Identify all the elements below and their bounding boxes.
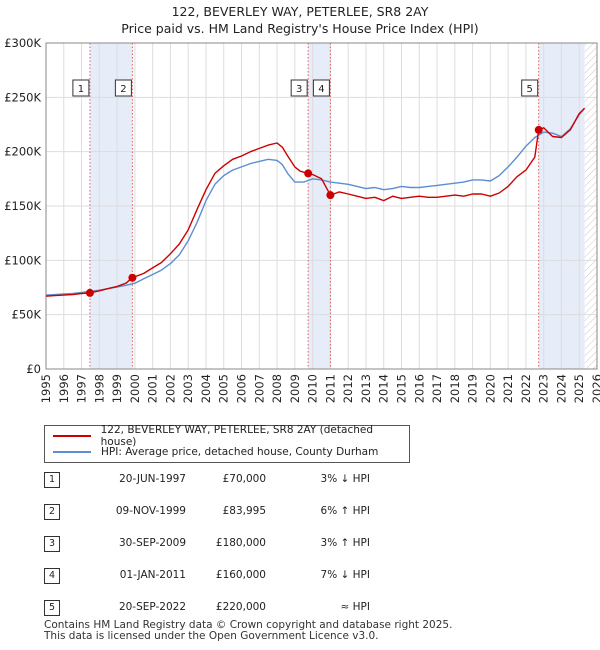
x-tick-label: 2014: [377, 374, 391, 403]
x-tick-label: 2024: [554, 374, 568, 403]
sale-point: [326, 191, 335, 200]
sale-point: [128, 273, 137, 282]
sale-point: [534, 125, 543, 134]
x-tick-label: 2026: [590, 374, 600, 403]
x-tick-label: 2022: [519, 374, 533, 403]
footer-licence: This data is licensed under the Open Gov…: [44, 630, 379, 642]
x-tick-label: 2023: [537, 374, 551, 403]
x-tick-label: 2013: [359, 374, 373, 403]
sale-number: 2: [44, 504, 60, 520]
sale-number-label: 2: [120, 84, 126, 95]
x-tick-label: 1997: [75, 374, 89, 403]
sale-date: 09-NOV-1999: [115, 505, 186, 517]
sale-price: £83,995: [222, 505, 266, 517]
sale-number-box: [312, 79, 330, 97]
legend-swatch-property: [53, 435, 91, 437]
x-tick-label: 2017: [430, 374, 444, 403]
sale-number: 3: [44, 536, 60, 552]
sale-hpi-relation: 7% ↓ HPI: [320, 569, 370, 581]
chart-subtitle: Price paid vs. HM Land Registry's House …: [121, 21, 479, 36]
sale-number: 1: [44, 472, 60, 488]
y-tick-label: £100K: [4, 253, 41, 267]
x-tick-label: 2002: [163, 374, 177, 403]
x-tick-label: 2003: [181, 374, 195, 403]
x-tick-label: 2011: [323, 374, 337, 403]
x-tick-label: 2010: [306, 374, 320, 403]
y-tick-label: £300K: [4, 36, 41, 50]
legend-swatch-hpi: [53, 451, 91, 453]
sale-number-box: [290, 79, 308, 97]
sale-date: 20-JUN-1997: [119, 473, 186, 485]
sale-point: [85, 288, 94, 297]
hpi-line: [45, 107, 586, 296]
sale-date: 20-SEP-2022: [118, 601, 186, 613]
x-tick-label: 1995: [39, 374, 53, 403]
sale-number-box: [72, 79, 90, 97]
x-tick-label: 2019: [466, 374, 480, 403]
legend-label-property: 122, BEVERLEY WAY, PETERLEE, SR8 2AY (de…: [100, 424, 373, 448]
x-tick-label: 2004: [199, 374, 213, 403]
x-tick-label: 2021: [501, 374, 515, 403]
x-tick-label: 2001: [146, 374, 160, 403]
sale-number-label: 5: [527, 84, 533, 95]
sale-number-label: 3: [296, 84, 302, 95]
x-tick-label: 2016: [412, 374, 426, 403]
x-tick-label: 2005: [217, 374, 231, 403]
legend-item-hpi: HPI: Average price, detached house, Coun…: [53, 444, 378, 460]
sale-row: 4 01-JAN-2011 £160,000 7% ↓ HPI: [0, 566, 600, 586]
sale-number: 5: [44, 600, 60, 616]
sale-price: £180,000: [215, 537, 266, 549]
property-price-line: [45, 107, 586, 297]
x-tick-label: 2006: [235, 374, 249, 403]
sale-hpi-relation: 3% ↓ HPI: [320, 473, 370, 485]
y-tick-label: £50K: [12, 308, 42, 322]
x-tick-label: 2018: [448, 374, 462, 403]
sale-date: 30-SEP-2009: [118, 537, 186, 549]
sale-hpi-relation: 6% ↑ HPI: [320, 505, 370, 517]
x-tick-label: 1996: [57, 374, 71, 403]
x-tick-label: 2008: [270, 374, 284, 403]
legend: 122, BEVERLEY WAY, PETERLEE, SR8 2AY (de…: [44, 424, 410, 463]
y-tick-label: £250K: [4, 90, 41, 104]
legend-label-hpi: HPI: Average price, detached house, Coun…: [101, 446, 379, 458]
sale-hpi-relation: ≈ HPI: [340, 601, 370, 613]
chart-title: 122, BEVERLEY WAY, PETERLEE, SR8 2AY: [171, 4, 429, 19]
sale-number-box: [114, 79, 132, 97]
sale-row: 3 30-SEP-2009 £180,000 3% ↑ HPI: [0, 534, 600, 554]
sale-number: 4: [44, 568, 60, 584]
x-tick-label: 1998: [92, 374, 106, 403]
sale-number-label: 4: [318, 84, 324, 95]
x-tick-label: 2007: [252, 374, 266, 403]
sale-date: 01-JAN-2011: [119, 569, 186, 581]
legend-item-property: 122, BEVERLEY WAY, PETERLEE, SR8 2AY (de…: [53, 424, 409, 448]
y-tick-label: £150K: [4, 199, 41, 213]
sale-price: £160,000: [215, 569, 266, 581]
sale-row: 1 20-JUN-1997 £70,000 3% ↓ HPI: [0, 470, 600, 490]
y-tick-label: £0: [26, 362, 41, 376]
price-chart: £0 £50K £100K £150K £200K £250K £300K 1995 1996 1…: [4, 36, 600, 403]
x-tick-label: 2000: [128, 374, 142, 403]
sale-number-label: 1: [78, 84, 84, 95]
x-tick-label: 1999: [110, 374, 124, 403]
footer-copyright: Contains HM Land Registry data © Crown c…: [44, 619, 453, 631]
sale-row: 2 09-NOV-1999 £83,995 6% ↑ HPI: [0, 502, 600, 522]
x-tick-label: 2012: [341, 374, 355, 403]
plot-frame: [45, 42, 598, 370]
sale-row: 5 20-SEP-2022 £220,000 ≈ HPI: [0, 598, 600, 618]
sale-number-box: [521, 79, 539, 97]
y-tick-label: £200K: [4, 145, 41, 159]
sale-hpi-relation: 3% ↑ HPI: [320, 537, 370, 549]
sale-point: [304, 169, 313, 178]
sale-price: £220,000: [215, 601, 266, 613]
sale-price: £70,000: [222, 473, 266, 485]
footer: Contains HM Land Registry data © Crown c…: [44, 620, 452, 642]
x-tick-label: 2009: [288, 374, 302, 403]
x-tick-label: 2025: [572, 374, 586, 403]
x-tick-label: 2020: [483, 374, 497, 403]
x-tick-label: 2015: [394, 374, 408, 403]
